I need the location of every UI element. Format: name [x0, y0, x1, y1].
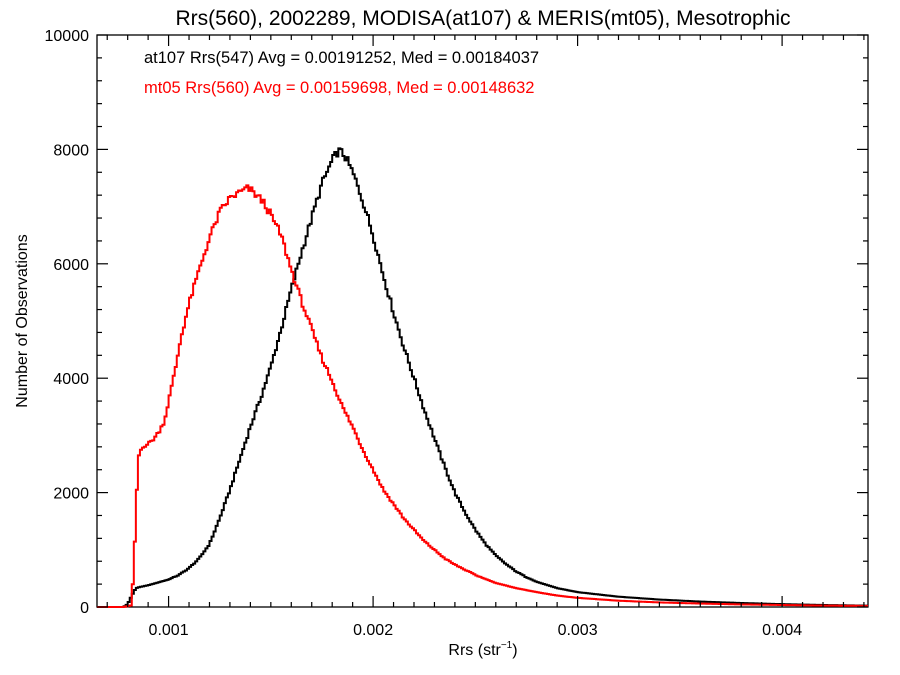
chart-title: Rrs(560), 2002289, MODISA(at107) & MERIS… [175, 7, 790, 30]
legend-entry-at107: at107 Rrs(547) Avg = 0.00191252, Med = 0… [144, 49, 539, 67]
y-axis-label: Number of Observations [14, 234, 31, 407]
series-line-at107 [97, 147, 868, 608]
x-tick-label: 0.002 [353, 622, 393, 639]
legend-entry-mt05: mt05 Rrs(560) Avg = 0.00159698, Med = 0.… [144, 79, 534, 97]
x-axis-label-base: Rrs (str [448, 642, 501, 659]
y-tick-label: 4000 [53, 371, 89, 388]
y-tick-label: 8000 [53, 142, 89, 159]
y-tick-label: 6000 [53, 257, 89, 274]
x-axis-label: Rrs (str−1) [448, 640, 517, 659]
x-axis-label-sup: −1 [501, 640, 513, 651]
x-axis-label-end: ) [512, 642, 517, 659]
legend: at107 Rrs(547) Avg = 0.00191252, Med = 0… [144, 49, 539, 97]
series-layer [97, 147, 868, 608]
plot-frame [96, 34, 869, 608]
x-tick-label: 0.001 [149, 622, 189, 639]
x-tick-label: 0.003 [558, 622, 598, 639]
series-line-mt05 [97, 184, 868, 608]
y-tick-label: 2000 [53, 486, 89, 503]
x-tick-label: 0.004 [762, 622, 802, 639]
y-tick-label: 0 [80, 600, 89, 617]
axes-layer: 0.001 0.002 0.003 0.004 0 2000 4000 6000 8000 100… [45, 28, 868, 639]
y-tick-label: 10000 [45, 28, 90, 45]
plot-area [96, 34, 869, 608]
